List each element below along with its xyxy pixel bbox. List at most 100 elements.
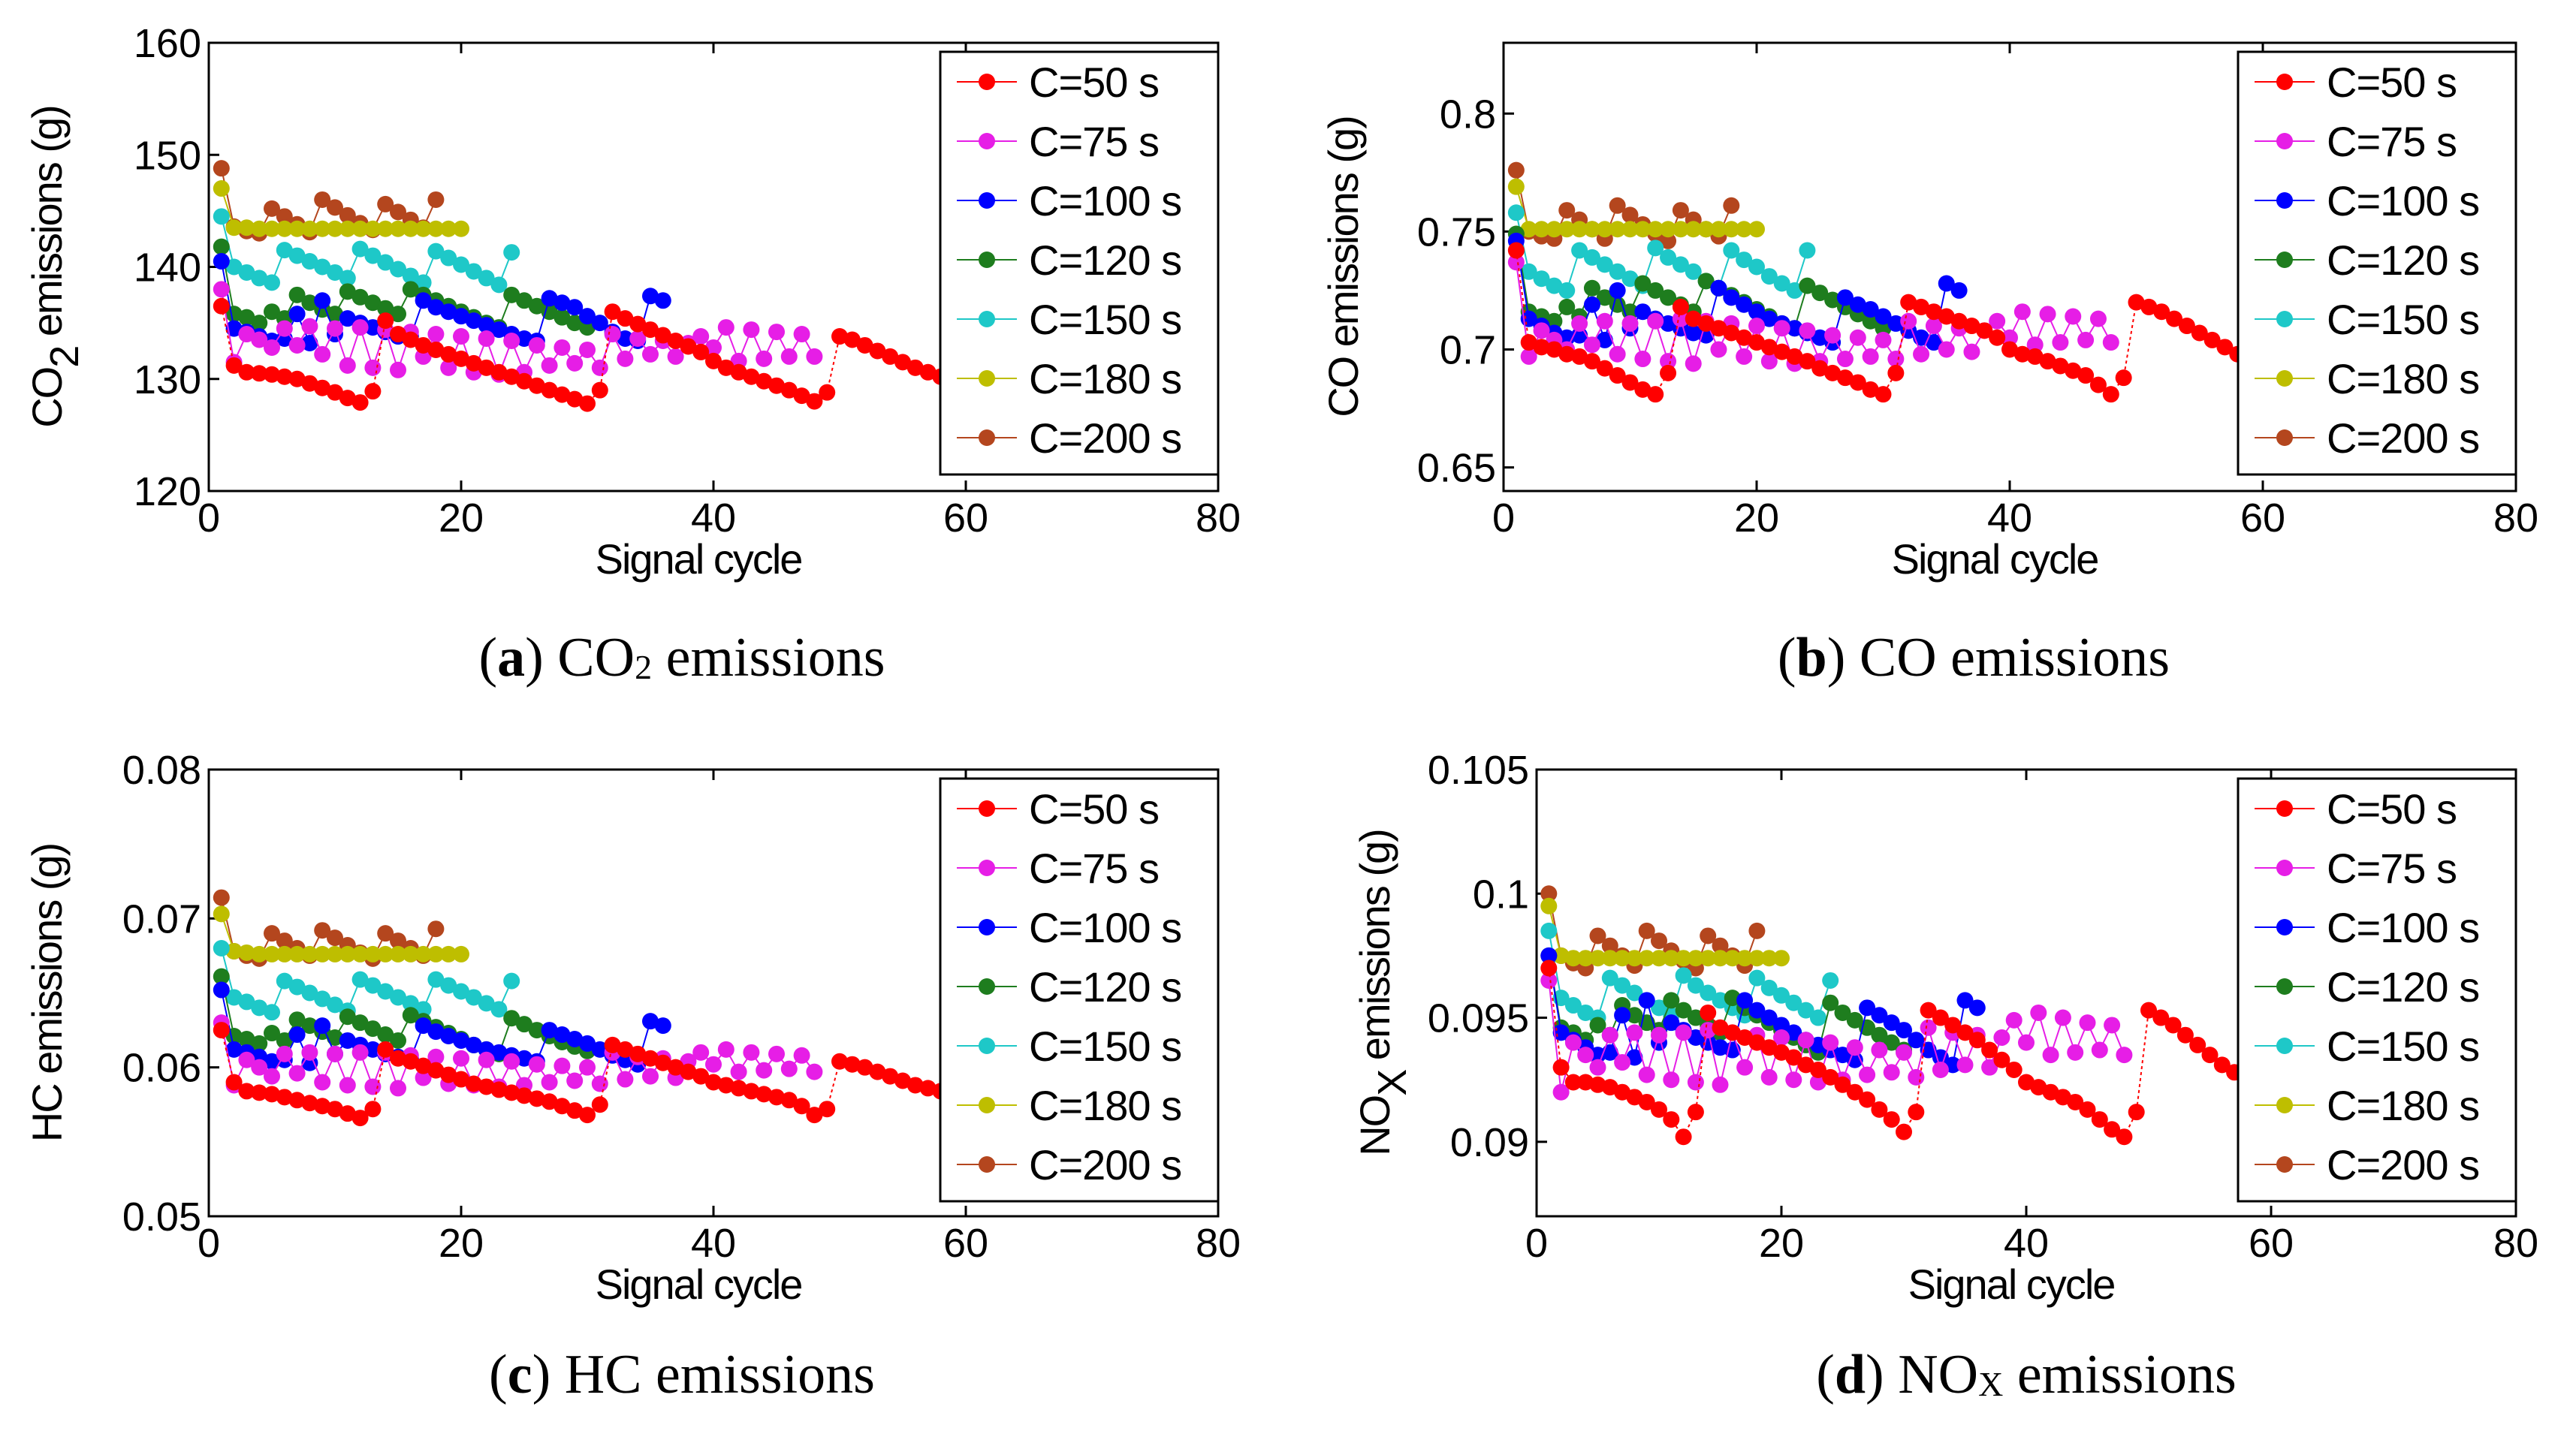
panel-a-point-c-100-s — [478, 317, 495, 334]
panel-a-point-c-75-s — [780, 348, 798, 365]
panel-b-point-c-75-s — [1520, 348, 1537, 365]
panel-b-xtick-label: 0 — [1492, 496, 1515, 541]
panel-b-x-axis-label: Signal cycle — [1892, 535, 2098, 583]
panel-c-legend-marker — [979, 978, 995, 995]
panel-b-caption: (b) CO emissions — [1778, 627, 2170, 688]
panel-c-point-c-75-s — [238, 1051, 255, 1068]
panel-c-point-c-150-s — [453, 983, 469, 1000]
panel-d-point-c-150-s — [1614, 977, 1631, 994]
panel-a-point-c-50-s — [516, 372, 532, 390]
panel-a-point-c-180-s — [415, 220, 432, 237]
panel-d-point-c-200-s — [1712, 937, 1729, 954]
panel-d-point-c-50-s — [2213, 1056, 2231, 1074]
panel-b-point-c-50-s — [1773, 343, 1790, 360]
panel-b-legend-marker — [2276, 74, 2293, 90]
panel-c-point-c-180-s — [225, 942, 243, 959]
panel-c-point-c-100-s — [213, 981, 230, 999]
panel-a-point-c-75-s — [793, 326, 810, 343]
panel-b-y-axis-label-main: CO emissions (g) — [1320, 116, 1367, 417]
panel-b-point-c-180-s — [1546, 221, 1563, 238]
panel-c-caption-rest: emissions — [642, 1344, 875, 1405]
panel-a-point-c-180-s — [364, 220, 382, 237]
panel-c-ytick-label: 0.05 — [122, 1194, 201, 1240]
panel-a-point-c-120-s — [288, 286, 306, 303]
panel-b-point-c-75-s — [1862, 348, 1879, 365]
panel-b-point-c-180-s — [1748, 221, 1765, 238]
panel-a-legend-item-c-100-s: C=100 s — [957, 177, 1182, 224]
panel-a-point-c-120-s — [213, 238, 230, 255]
panel-b-point-c-75-s — [1773, 320, 1790, 337]
panel-b-point-c-50-s — [1621, 374, 1639, 391]
panel-a-point-c-120-s — [528, 297, 545, 315]
panel-c-point-c-200-s — [276, 932, 293, 950]
panel-b-y-axis-label: CO emissions (g) — [1320, 116, 1367, 417]
panel-d-point-c-75-s — [1663, 1071, 1680, 1089]
panel-a-point-c-200-s — [339, 206, 356, 224]
panel-d-point-c-150-s — [1564, 997, 1582, 1014]
panel-a-point-c-200-s — [377, 195, 394, 212]
panel-a-legend-label: C=75 s — [1029, 118, 1159, 165]
panel-a-point-c-75-s — [768, 324, 785, 341]
panel-b-point-c-50-s — [1672, 298, 1689, 315]
panel-c-point-c-75-s — [793, 1047, 810, 1064]
panel-d-point-c-100-s — [1589, 1047, 1606, 1064]
panel-c-point-c-50-s — [541, 1093, 558, 1110]
panel-d-point-c-180-s — [1760, 950, 1778, 967]
panel-a-point-c-50-s — [667, 333, 684, 350]
panel-c-caption-chem: HC — [565, 1344, 642, 1405]
panel-b-point-c-50-s — [1748, 334, 1765, 351]
panel-b-point-c-150-s — [1558, 282, 1576, 299]
panel-b-point-c-50-s — [2115, 369, 2132, 387]
panel-b-point-c-120-s — [1596, 289, 1613, 306]
panel-a-point-c-75-s — [427, 326, 445, 343]
panel-a-ytick-label: 120 — [134, 469, 201, 514]
panel-c-point-c-150-s — [327, 996, 343, 1014]
panel-a-point-c-50-s — [503, 368, 520, 385]
panel-a-legend-label: C=180 s — [1029, 355, 1181, 402]
panel-a-legend-item-c-75-s: C=75 s — [957, 118, 1160, 165]
panel-d-point-c-150-s — [1700, 984, 1717, 1002]
panel-a-point-c-150-s — [364, 247, 382, 264]
panel-b-point-c-100-s — [1634, 303, 1651, 321]
panel-b-point-c-75-s — [1736, 348, 1753, 365]
panel-c-point-c-50-s — [680, 1063, 697, 1080]
panel-c-point-c-150-s — [225, 989, 243, 1006]
panel-d-point-c-75-s — [2091, 1041, 2108, 1059]
panel-b-point-c-150-s — [1660, 249, 1677, 266]
panel-b-point-c-50-s — [2001, 341, 2018, 358]
panel-c-point-c-150-s — [415, 1001, 432, 1018]
panel-c-point-c-150-s — [427, 971, 445, 988]
panel-b-point-c-200-s — [1672, 202, 1689, 219]
panel-d-point-c-50-s — [1577, 1074, 1594, 1091]
panel-d-point-c-100-s — [1614, 1007, 1631, 1024]
panel-c-point-c-120-s — [301, 1017, 318, 1035]
panel-b-legend-label: C=180 s — [2327, 355, 2479, 402]
panel-c-point-c-180-s — [415, 945, 432, 963]
panel-a-point-c-50-s — [288, 370, 306, 387]
panel-b-point-c-120-s — [1811, 285, 1829, 302]
panel-b-point-c-180-s — [1558, 221, 1576, 238]
panel-d-point-c-120-s — [1589, 1017, 1606, 1034]
panel-d-point-c-50-s — [1859, 1091, 1876, 1108]
panel-d-point-c-75-s — [2018, 1034, 2035, 1051]
panel-a-point-c-50-s — [919, 363, 937, 381]
panel-d-caption-open: ( — [1816, 1344, 1835, 1405]
panel-a-point-c-50-s — [856, 336, 873, 354]
panel-b-point-c-150-s — [1621, 270, 1639, 288]
panel-c-y-axis-label: HC emissions (g) — [23, 844, 71, 1142]
panel-c-point-c-50-s — [402, 1053, 419, 1070]
panel-b-point-c-200-s — [1507, 161, 1525, 179]
panel-d-point-c-75-s — [1675, 1024, 1692, 1041]
panel-a-point-c-75-s — [276, 320, 293, 337]
panel-d-point-c-50-s — [1700, 1004, 1717, 1021]
panel-c-point-c-50-s — [314, 1098, 331, 1115]
panel-b-legend-item-c-50-s: C=50 s — [2255, 59, 2457, 106]
panel-d-point-c-180-s — [1589, 950, 1606, 967]
panel-a-point-c-200-s — [264, 200, 280, 217]
panel-b-point-c-100-s — [1685, 324, 1702, 342]
panel-b-point-c-120-s — [1660, 289, 1677, 306]
panel-d-caption-close: ) — [1866, 1344, 1898, 1405]
panel-c-point-c-180-s — [314, 945, 331, 963]
panel-d-point-c-75-s — [1908, 1068, 1925, 1086]
panel-b-point-c-100-s — [1583, 296, 1600, 313]
